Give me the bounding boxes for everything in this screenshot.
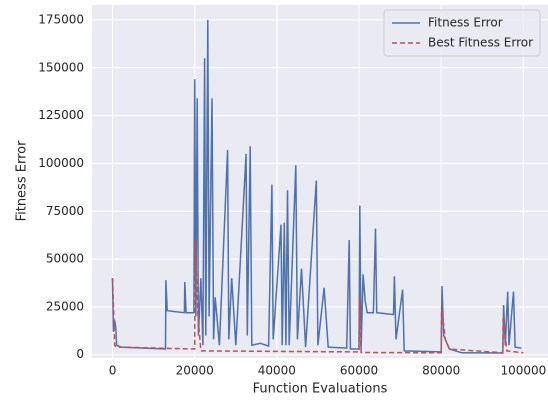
y-tick-label: 75000 — [46, 204, 84, 218]
x-tick-label: 20000 — [176, 364, 214, 378]
x-axis-label: Function Evaluations — [253, 382, 388, 397]
x-tick-label: 40000 — [258, 364, 296, 378]
y-tick-label: 50000 — [46, 252, 84, 266]
plot-area — [92, 5, 548, 358]
y-tick-label: 125000 — [38, 108, 84, 122]
y-tick-label: 100000 — [38, 156, 84, 170]
y-tick-label: 175000 — [38, 12, 84, 26]
y-tick-label: 0 — [76, 347, 84, 361]
x-tick-label: 80000 — [422, 364, 460, 378]
y-tick-label: 150000 — [38, 60, 84, 74]
y-tick-label: 25000 — [46, 299, 84, 313]
x-tick-label: 100000 — [500, 364, 546, 378]
legend-label: Fitness Error — [428, 16, 503, 30]
x-tick-label: 60000 — [340, 364, 378, 378]
y-axis-label: Fitness Error — [15, 140, 30, 221]
data-line — [111, 239, 524, 354]
legend-label: Best Fitness Error — [428, 36, 533, 50]
x-tick-label: 0 — [109, 364, 117, 378]
data-line — [111, 19, 522, 354]
legend-box — [383, 9, 541, 57]
